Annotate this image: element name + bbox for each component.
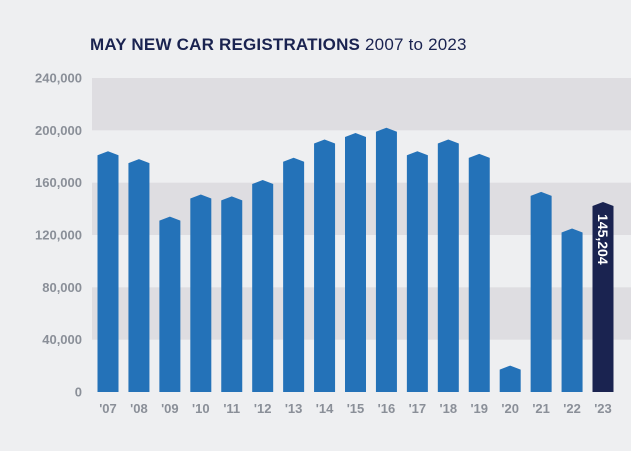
- x-tick-label: '15: [347, 401, 365, 416]
- x-tick-label: '18: [440, 401, 458, 416]
- y-tick-label: 40,000: [42, 332, 82, 347]
- x-tick-label: '20: [501, 401, 519, 416]
- x-tick-label: '22: [563, 401, 581, 416]
- x-tick-label: '23: [594, 401, 612, 416]
- bar-12: [252, 180, 274, 392]
- chart-title-main: MAY NEW CAR REGISTRATIONS: [90, 35, 361, 54]
- chart-title: MAY NEW CAR REGISTRATIONS 2007 to 2023: [90, 35, 467, 55]
- x-tick-label: '19: [470, 401, 488, 416]
- bar-14: [314, 139, 336, 392]
- grid-band: [92, 78, 631, 131]
- x-tick-label: '16: [378, 401, 396, 416]
- y-tick-label: 0: [75, 385, 82, 400]
- bar-22: [561, 228, 583, 392]
- chart-subtitle: 2007 to 2023: [365, 35, 467, 54]
- bar-09: [159, 216, 181, 392]
- bar-07: [97, 151, 119, 392]
- bar-21: [530, 191, 552, 392]
- bar-15: [345, 132, 366, 392]
- x-tick-label: '13: [285, 401, 303, 416]
- x-tick-label: '17: [409, 401, 427, 416]
- bar-11: [221, 196, 243, 392]
- x-tick-label: '21: [532, 401, 550, 416]
- bar-18: [437, 139, 459, 392]
- x-tick-label: '14: [316, 401, 334, 416]
- bar-16: [375, 127, 397, 392]
- x-tick-label: '11: [223, 401, 240, 416]
- bar-19: [468, 153, 490, 392]
- bar-10: [190, 194, 212, 392]
- y-tick-label: 120,000: [35, 228, 82, 243]
- x-tick-label: '09: [161, 401, 179, 416]
- bar-20: [499, 365, 521, 392]
- x-tick-label: '12: [254, 401, 272, 416]
- bar-08: [128, 159, 150, 392]
- bar-17: [406, 151, 428, 392]
- y-tick-label: 160,000: [35, 175, 82, 190]
- bar-13: [283, 157, 305, 392]
- x-tick-label: '07: [99, 401, 117, 416]
- bar-23: [592, 202, 614, 392]
- x-tick-label: '08: [130, 401, 148, 416]
- y-tick-label: 240,000: [35, 71, 82, 86]
- y-tick-label: 200,000: [35, 123, 82, 138]
- y-tick-label: 80,000: [42, 280, 82, 295]
- x-tick-label: '10: [192, 401, 210, 416]
- data-label: 145,204: [595, 214, 611, 265]
